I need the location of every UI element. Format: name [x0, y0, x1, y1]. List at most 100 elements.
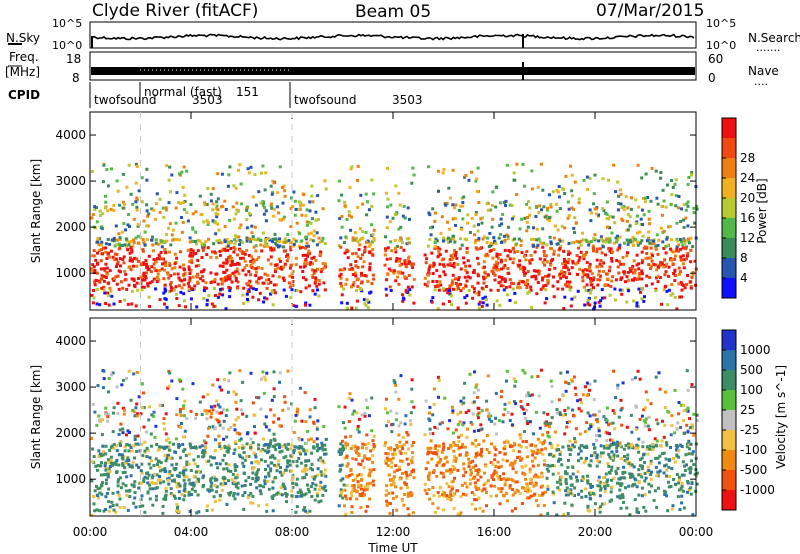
data-cell	[165, 305, 169, 309]
data-cell	[512, 449, 515, 453]
data-cell	[523, 371, 527, 375]
data-cell	[203, 201, 207, 205]
data-cell	[364, 192, 368, 196]
data-cell	[129, 268, 133, 272]
data-cell	[289, 454, 293, 458]
data-cell	[264, 443, 267, 447]
data-cell	[241, 456, 245, 460]
data-cell	[393, 470, 396, 474]
data-cell	[260, 249, 264, 253]
data-cell	[218, 445, 222, 448]
data-cell	[307, 244, 310, 248]
data-cell	[616, 466, 620, 470]
data-cell	[586, 480, 590, 483]
data-cell	[410, 285, 414, 289]
data-cell	[140, 176, 144, 180]
data-cell	[350, 491, 353, 495]
data-cell	[585, 381, 589, 385]
data-cell	[231, 271, 235, 275]
data-cell	[684, 453, 688, 457]
data-cell	[196, 272, 200, 276]
data-cell	[321, 493, 325, 497]
data-cell	[190, 493, 193, 497]
data-cell	[686, 409, 690, 413]
data-cell	[394, 418, 398, 422]
data-cell	[497, 281, 501, 285]
data-cell	[255, 258, 259, 261]
data-cell	[647, 217, 651, 221]
data-cell	[542, 205, 546, 209]
data-cell	[272, 370, 276, 374]
data-cell	[519, 239, 523, 243]
data-cell	[679, 247, 682, 251]
data-cell	[446, 497, 450, 501]
data-cell	[610, 450, 614, 454]
data-cell	[164, 487, 168, 490]
data-cell	[218, 411, 222, 415]
data-cell	[243, 266, 247, 270]
data-cell	[438, 274, 442, 278]
data-cell	[136, 224, 140, 228]
data-cell	[104, 444, 108, 448]
data-cell	[424, 467, 428, 471]
data-cell	[291, 275, 295, 279]
data-cell	[529, 443, 533, 447]
data-cell	[503, 407, 507, 411]
data-cell	[135, 257, 139, 261]
data-cell	[174, 509, 178, 513]
data-cell	[441, 508, 445, 512]
data-cell	[550, 400, 554, 404]
data-cell	[262, 375, 266, 379]
data-cell	[209, 281, 213, 285]
data-cell	[303, 260, 307, 263]
data-cell	[356, 179, 359, 182]
data-cell	[152, 277, 156, 281]
data-cell	[665, 468, 669, 472]
data-cell	[688, 241, 691, 245]
data-cell	[300, 419, 304, 423]
data-cell	[599, 451, 603, 455]
data-cell	[173, 468, 177, 472]
data-cell	[567, 448, 571, 451]
data-cell	[182, 272, 186, 276]
data-cell	[309, 221, 313, 225]
data-cell	[300, 213, 304, 217]
data-cell	[638, 417, 642, 421]
data-cell	[278, 380, 281, 384]
data-cell	[314, 277, 318, 281]
data-cell	[234, 440, 237, 444]
data-cell	[645, 274, 649, 278]
data-cell	[245, 239, 249, 243]
data-cell	[470, 441, 474, 445]
data-cell	[395, 244, 399, 248]
data-cell	[538, 449, 542, 453]
data-cell	[176, 474, 180, 478]
data-cell	[552, 501, 556, 505]
data-cell	[112, 203, 116, 207]
data-cell	[214, 211, 218, 215]
data-cell	[402, 297, 406, 301]
data-cell	[465, 294, 469, 298]
data-cell	[474, 210, 478, 214]
data-cell	[502, 266, 506, 270]
data-cell	[592, 276, 596, 280]
data-cell	[119, 238, 122, 241]
data-cell	[313, 292, 317, 296]
data-cell	[310, 475, 314, 479]
data-cell	[261, 370, 265, 374]
data-cell	[488, 231, 492, 235]
data-cell	[654, 244, 658, 248]
data-cell	[553, 224, 557, 228]
data-cell	[564, 174, 568, 178]
data-cell	[538, 475, 542, 479]
data-cell	[277, 275, 281, 279]
data-cell	[600, 296, 604, 300]
data-cell	[94, 278, 98, 282]
data-cell	[257, 190, 261, 194]
data-cell	[235, 473, 239, 477]
data-cell	[477, 201, 481, 204]
data-cell	[408, 288, 412, 292]
data-cell	[622, 272, 626, 276]
data-cell	[311, 289, 315, 293]
